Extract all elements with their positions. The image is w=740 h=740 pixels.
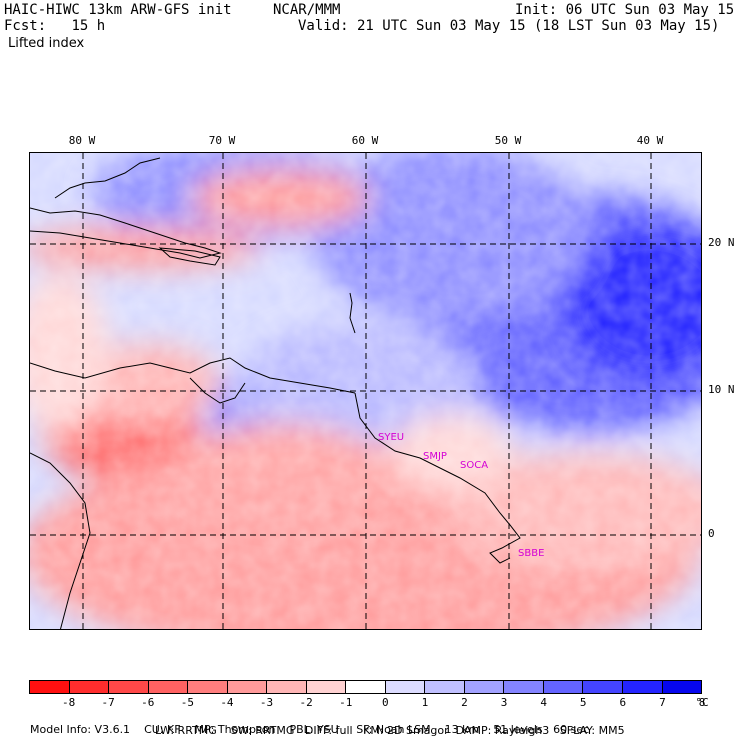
colorbar-swatch	[504, 681, 544, 693]
model-title: HAIC-HIWC 13km ARW-GFS init	[4, 2, 232, 18]
colorbar-swatch	[30, 681, 70, 693]
colorbar-tick-label: 2	[461, 696, 468, 709]
colorbar-tick-label: -1	[339, 696, 353, 709]
colorbar-tick-label: -4	[220, 696, 234, 709]
station-syeu: SYEU	[378, 432, 405, 443]
colorbar-swatch	[69, 681, 110, 693]
colorbar-swatch	[622, 681, 663, 693]
station-smjp: SMJP	[423, 451, 447, 462]
colorbar-tick-label: 8	[698, 696, 706, 709]
colorbar-unit: °C	[695, 696, 709, 709]
colorbar-tick-label: 1	[421, 696, 429, 709]
lon-label-70w: 70 W	[208, 134, 236, 147]
colorbar-swatch	[385, 681, 426, 693]
org-label: NCAR/MMM	[273, 2, 341, 18]
colorbar-tick-label: -8	[61, 696, 76, 709]
lon-label-50w: 50 W	[494, 134, 522, 147]
map-canvas	[30, 153, 701, 629]
lat-label-10n: 10 N	[708, 383, 735, 396]
field-name: Lifted index	[8, 36, 85, 51]
lat-label-20n: 20 N	[708, 236, 735, 249]
valid-time: Valid: 21 UTC Sun 03 May 15 (18 LST Sun …	[298, 18, 720, 34]
colorbar-swatch	[267, 681, 307, 693]
colorbar-tick-label: -6	[141, 696, 155, 709]
lifted-index-map	[29, 152, 702, 630]
colorbar-swatch	[543, 681, 584, 693]
colorbar-swatch	[227, 681, 268, 693]
colorbar-tick-label: -3	[259, 696, 274, 709]
colorbar-swatch	[662, 681, 702, 693]
colorbar-swatch	[425, 681, 465, 693]
lon-label-40w: 40 W	[636, 134, 664, 147]
colorbar-swatch	[109, 681, 149, 693]
init-time: Init: 06 UTC Sun 03 May 15	[515, 2, 735, 18]
station-soca: SOCA	[460, 460, 489, 471]
colorbar-swatch	[306, 681, 347, 693]
model-info-line1: Model Info: V3.6.1 CU: KF MP: Thompson P…	[30, 723, 590, 736]
colorbar-tick-label: -2	[299, 696, 313, 709]
colorbar-swatch	[346, 681, 386, 693]
lat-label-0: 0	[708, 527, 715, 540]
colorbar-tick-label: 7	[659, 696, 666, 709]
colorbar-swatch	[148, 681, 189, 693]
forecast-hour: Fcst: 15 h	[4, 18, 106, 34]
colorbar-tick-label: 5	[579, 696, 587, 709]
colorbar-tick-label: 3	[500, 696, 508, 709]
colorbar-swatch	[464, 681, 505, 693]
colorbar-tick-label: -7	[101, 696, 115, 709]
colorbar-tick-label: -5	[180, 696, 194, 709]
colorbar-tick-label: 4	[540, 696, 547, 709]
station-sbbe: SBBE	[518, 548, 545, 559]
graticule	[30, 153, 701, 629]
colorbar	[29, 680, 702, 694]
model-info-line2: LW: RRTMG SW: RRTMG DIFF: full KM: 2D Sm…	[155, 724, 625, 737]
colorbar-tick-label: 6	[619, 696, 627, 709]
lon-label-80w: 80 W	[68, 134, 96, 147]
coastlines	[30, 157, 521, 629]
lon-label-60w: 60 W	[351, 134, 379, 147]
colorbar-swatch	[583, 681, 623, 693]
colorbar-swatch	[188, 681, 228, 693]
colorbar-tick-label: 0	[381, 696, 389, 709]
